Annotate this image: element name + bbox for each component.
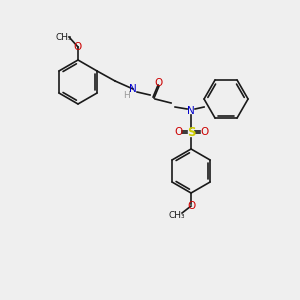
Text: CH₃: CH₃ — [169, 212, 185, 220]
Text: O: O — [174, 127, 182, 137]
Text: O: O — [74, 42, 82, 52]
Text: N: N — [129, 84, 137, 94]
Text: S: S — [187, 127, 195, 140]
Text: O: O — [200, 127, 208, 137]
Text: CH₃: CH₃ — [56, 32, 72, 41]
Text: N: N — [187, 106, 195, 116]
Text: O: O — [187, 201, 195, 211]
Text: H: H — [123, 91, 129, 100]
Text: O: O — [154, 78, 162, 88]
